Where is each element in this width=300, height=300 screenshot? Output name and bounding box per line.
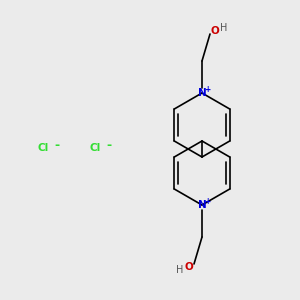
Text: N: N bbox=[198, 200, 206, 210]
Text: O: O bbox=[211, 26, 219, 36]
Text: H: H bbox=[176, 265, 184, 275]
Text: O: O bbox=[184, 262, 194, 272]
Text: N: N bbox=[198, 88, 206, 98]
Text: H: H bbox=[220, 23, 228, 33]
Text: +: + bbox=[204, 85, 210, 94]
Text: Cl: Cl bbox=[38, 143, 49, 153]
Text: +: + bbox=[204, 196, 210, 206]
Text: -: - bbox=[54, 139, 60, 152]
Text: -: - bbox=[106, 139, 112, 152]
Text: Cl: Cl bbox=[89, 143, 100, 153]
